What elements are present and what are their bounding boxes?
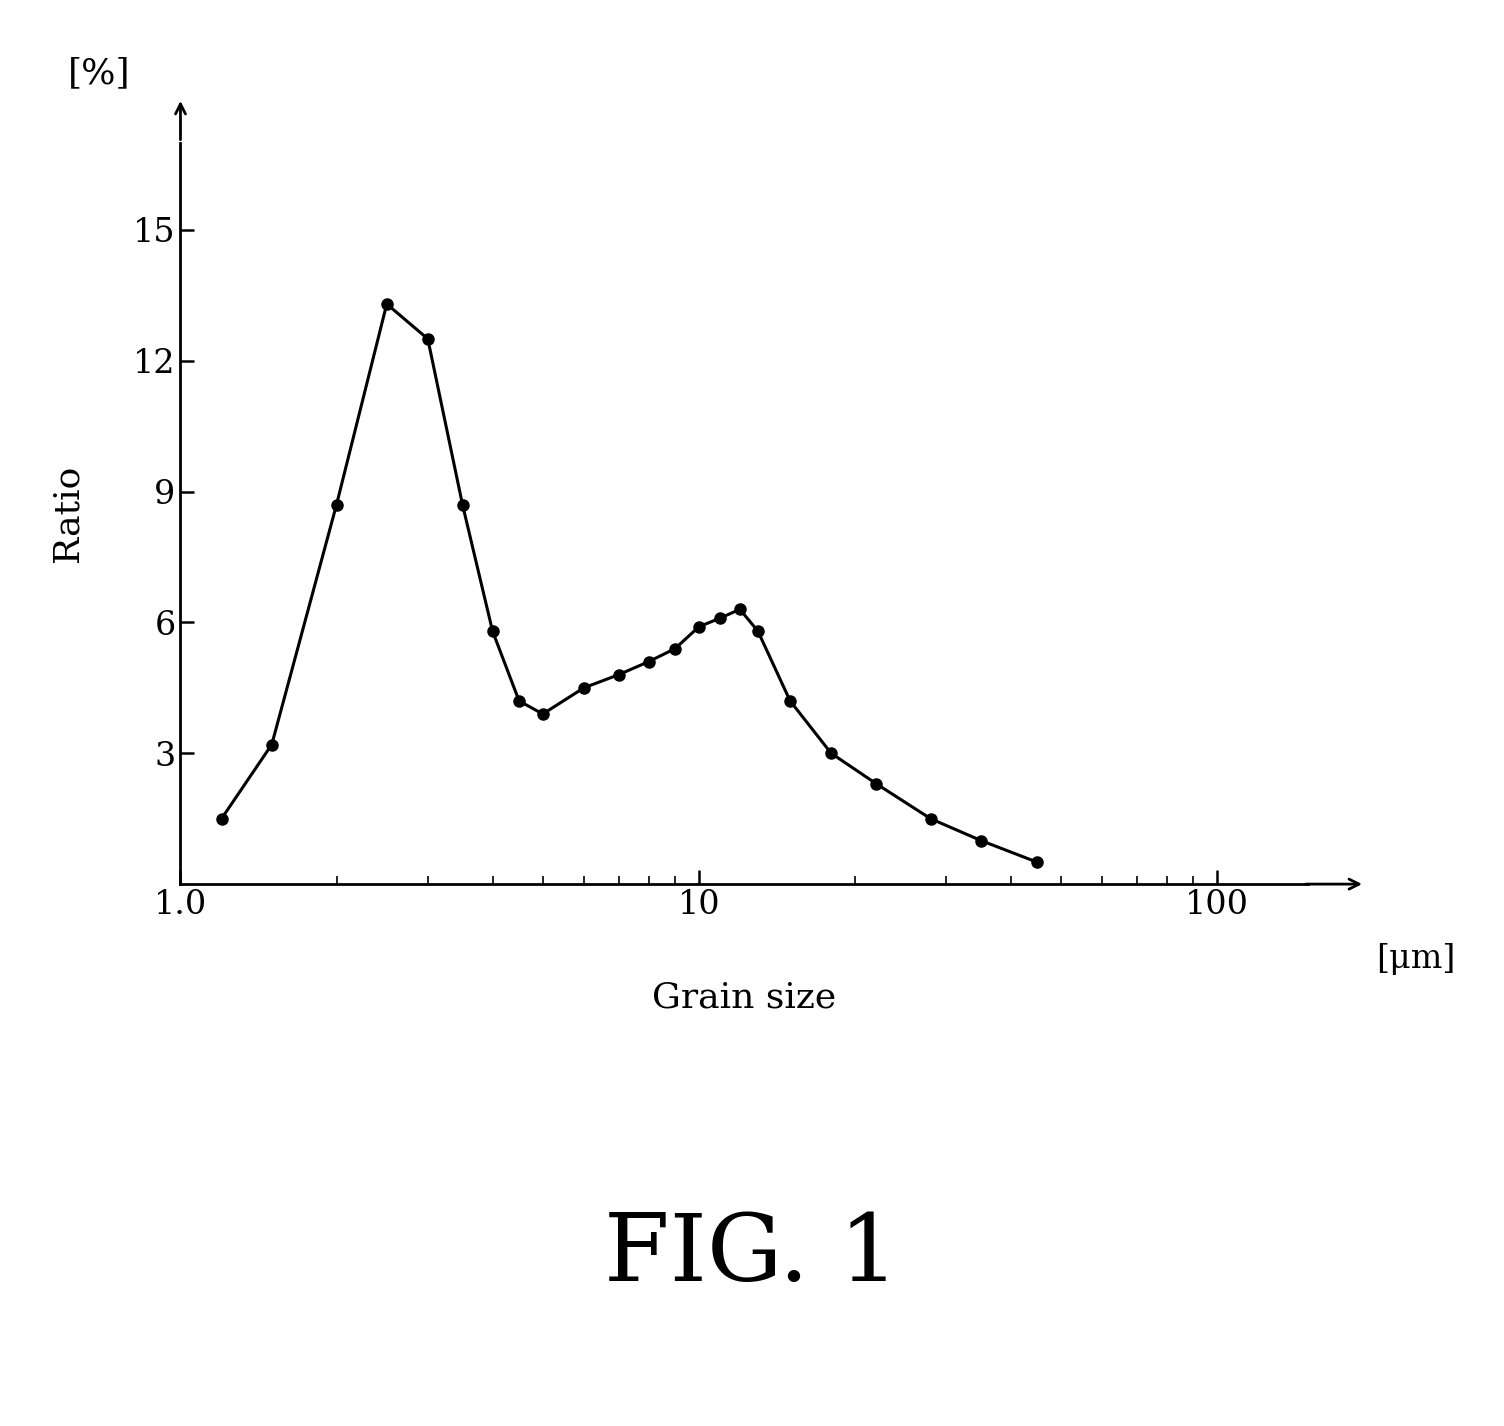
Text: Grain size: Grain size [653,981,836,1014]
Text: Ratio: Ratio [51,465,84,562]
Text: [%]: [%] [68,57,131,91]
Text: FIG. 1: FIG. 1 [605,1209,899,1301]
Text: [μm]: [μm] [1376,944,1456,975]
